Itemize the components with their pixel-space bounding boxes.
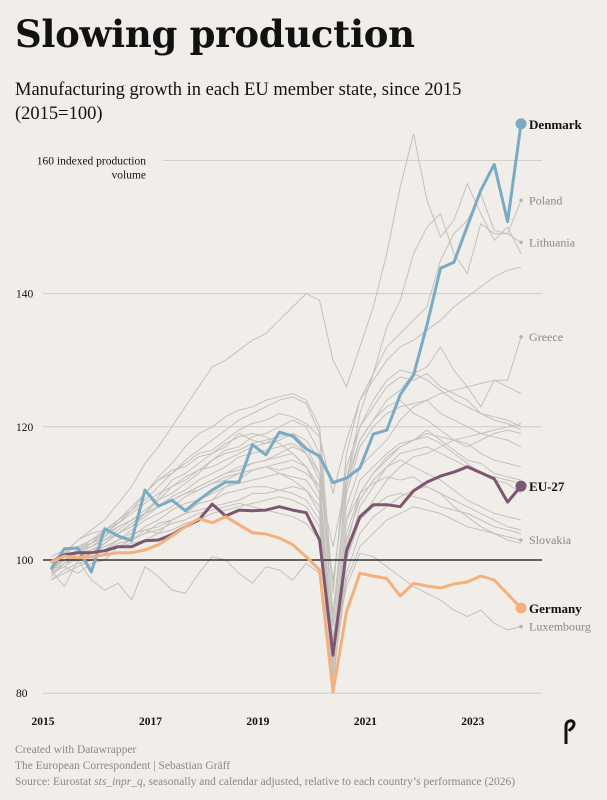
series-line-other-11: [50, 486, 522, 674]
series-label-eu-27: EU-27: [529, 479, 565, 494]
series-line-other-14: [50, 502, 522, 677]
series-line-other-10: [50, 459, 522, 647]
y-axis-ticks: 80 100 120 140 160 indexed production volume: [16, 155, 146, 700]
x-axis-ticks: 2015 2017 2019 2021 2023: [32, 716, 485, 728]
series-label-slovakia: Slovakia: [529, 533, 572, 547]
footer: Created with Datawrapper The European Co…: [15, 742, 515, 790]
series-line-other-2: [50, 372, 522, 587]
series-line-denmark: [49, 123, 523, 574]
x-tick-label: 2023: [461, 716, 484, 728]
x-tick-label: 2015: [32, 716, 55, 728]
series-line-other-7: [50, 486, 522, 654]
series-label-lithuania: Lithuania: [529, 235, 576, 249]
series-line-other-13: [50, 436, 522, 650]
series-label-poland: Poland: [529, 193, 562, 207]
series-label-luxembourg: Luxembourg: [529, 620, 591, 634]
y-tick-label: 100: [16, 555, 34, 567]
y-tick-label: 140: [16, 289, 34, 301]
series-line-other-5: [50, 446, 522, 680]
series-line-ireland: [50, 133, 522, 574]
source-dataset: sts_inpr_q: [94, 776, 143, 788]
series-label-germany: Germany: [529, 601, 582, 616]
series-endpoint-denmark: [515, 118, 527, 130]
footer-author: The European Correspondent | Sebastian G…: [15, 760, 231, 772]
series-line-poland: [50, 192, 522, 581]
y-tick-label: 120: [16, 422, 34, 434]
series-label-greece: Greece: [529, 330, 563, 344]
series-endpoint: [519, 538, 523, 542]
highlight-series: [49, 123, 523, 694]
series-line-germany: [50, 515, 523, 694]
y-tick-label: 160 indexed production: [37, 155, 146, 167]
series-line-other-1: [50, 266, 522, 594]
series-endpoint: [519, 335, 523, 339]
series-line-lithuania: [50, 212, 522, 564]
footer-credit: Created with Datawrapper: [15, 744, 137, 756]
series-line-luxembourg: [50, 552, 522, 654]
gridlines: [43, 159, 542, 694]
footer-source: Source: Eurostat sts_inpr_q, seasonally …: [15, 776, 516, 788]
series-label-denmark: Denmark: [529, 117, 582, 132]
chart-subtitle: Manufacturing growth in each EU member s…: [15, 80, 462, 124]
x-tick-label: 2019: [246, 716, 269, 728]
chart-title: Slowing production: [15, 12, 415, 56]
series-endpoint: [519, 198, 523, 203]
series-endpoint: [519, 624, 523, 629]
series-labels: Poland Lithuania Greece Slovakia Luxembourg D…: [515, 117, 591, 634]
series-line-other-12: [50, 423, 522, 664]
series-endpoint-eu-27: [515, 480, 527, 492]
y-tick-label: 80: [16, 688, 28, 700]
x-tick-label: 2017: [139, 716, 162, 728]
background-series: [50, 133, 522, 690]
series-line-other-6: [50, 399, 522, 614]
series-line-other-4: [50, 429, 522, 667]
series-line-other-15: [50, 369, 522, 624]
publisher-logo-icon: [560, 717, 578, 751]
series-endpoint-germany: [515, 602, 527, 614]
series-endpoint: [519, 240, 523, 245]
x-tick-label: 2021: [354, 716, 377, 728]
y-axis-title: volume: [112, 169, 147, 181]
series-line-eu-27: [50, 465, 523, 657]
